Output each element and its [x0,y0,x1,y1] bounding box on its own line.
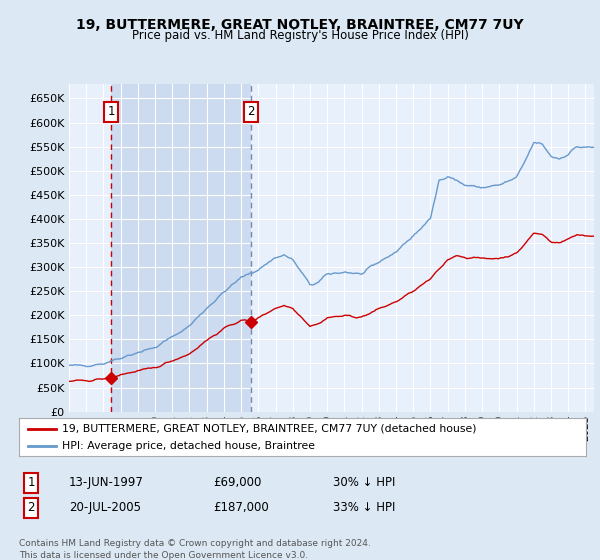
Text: 1: 1 [107,105,115,118]
Text: HPI: Average price, detached house, Braintree: HPI: Average price, detached house, Brai… [62,441,315,451]
Text: 30% ↓ HPI: 30% ↓ HPI [333,476,395,489]
Text: Contains HM Land Registry data © Crown copyright and database right 2024.
This d: Contains HM Land Registry data © Crown c… [19,539,371,560]
Text: Price paid vs. HM Land Registry's House Price Index (HPI): Price paid vs. HM Land Registry's House … [131,29,469,42]
Text: 19, BUTTERMERE, GREAT NOTLEY, BRAINTREE, CM77 7UY: 19, BUTTERMERE, GREAT NOTLEY, BRAINTREE,… [76,18,524,32]
Text: 33% ↓ HPI: 33% ↓ HPI [333,501,395,515]
Text: 20-JUL-2005: 20-JUL-2005 [69,501,141,515]
Text: 2: 2 [247,105,254,118]
Text: £187,000: £187,000 [213,501,269,515]
Bar [111,84,251,412]
Text: 19, BUTTERMERE, GREAT NOTLEY, BRAINTREE, CM77 7UY (detached house): 19, BUTTERMERE, GREAT NOTLEY, BRAINTREE,… [62,423,476,433]
Text: 2: 2 [28,501,35,515]
Text: £69,000: £69,000 [213,476,262,489]
Text: 1: 1 [28,476,35,489]
Text: 13-JUN-1997: 13-JUN-1997 [69,476,144,489]
